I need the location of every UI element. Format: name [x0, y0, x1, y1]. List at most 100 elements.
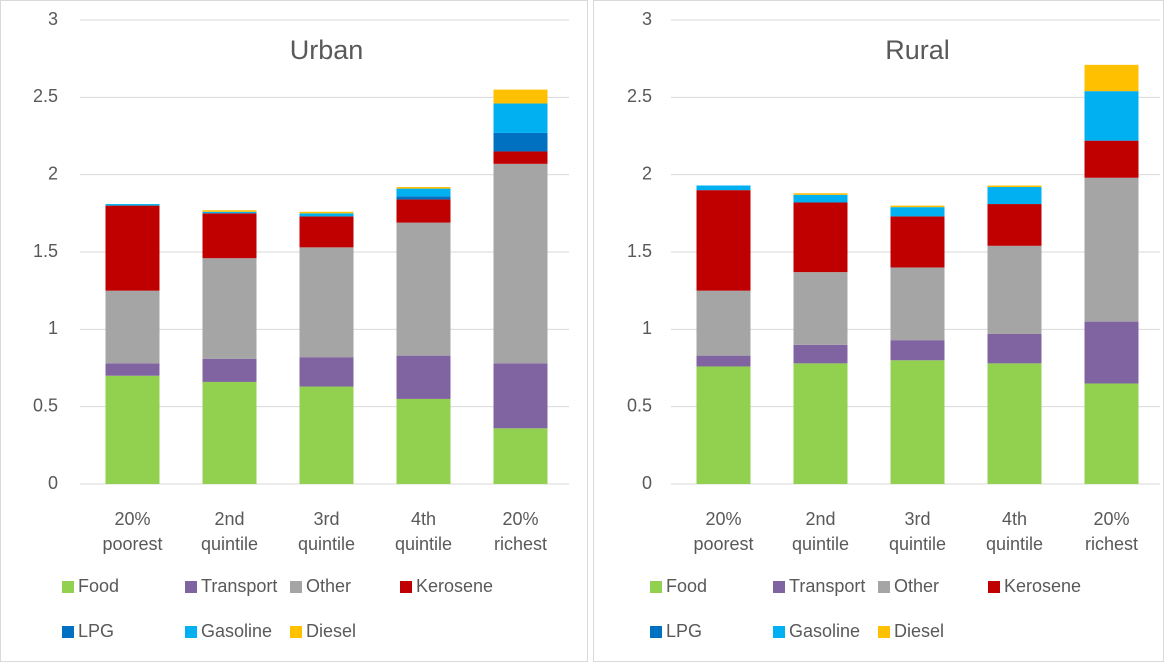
bar-segment — [202, 358, 257, 382]
x-tick-label: richest — [1085, 534, 1138, 554]
bar-segment — [696, 366, 751, 484]
bar-segment — [890, 360, 945, 484]
legend-label: LPG — [666, 621, 702, 641]
x-tick-label: 20% — [705, 509, 741, 529]
x-tick-label: quintile — [298, 534, 355, 554]
legend-swatch — [185, 626, 197, 638]
y-tick-label: 2 — [642, 163, 652, 183]
bar-segment — [1084, 64, 1139, 92]
bar-segment — [1084, 321, 1139, 384]
bar-segment — [202, 258, 257, 359]
x-tick-label: 20% — [114, 509, 150, 529]
y-tick-label: 2.5 — [33, 86, 58, 106]
x-tick-label: 3rd — [313, 509, 339, 529]
legend-label: Diesel — [894, 621, 944, 641]
legend-label: Food — [666, 576, 707, 596]
bar-segment — [396, 222, 451, 356]
legend-swatch — [650, 626, 662, 638]
bar-segment — [987, 204, 1042, 246]
x-tick-label: 4th — [411, 509, 436, 529]
bar-segment — [493, 363, 548, 429]
bar-segment — [493, 163, 548, 364]
bar-segment — [299, 213, 354, 217]
x-tick-label: poorest — [693, 534, 753, 554]
legend-swatch — [988, 581, 1000, 593]
bar-segment — [105, 363, 160, 376]
y-tick-label: 1 — [48, 318, 58, 338]
bar-segment — [202, 210, 257, 212]
y-tick-label: 3 — [642, 9, 652, 29]
legend-swatch — [878, 626, 890, 638]
bar-segment — [396, 355, 451, 399]
bar-segment — [1084, 383, 1139, 484]
x-tick-label: 20% — [502, 509, 538, 529]
x-tick-label: 3rd — [904, 509, 930, 529]
y-tick-label: 1 — [642, 318, 652, 338]
y-tick-label: 2.5 — [627, 86, 652, 106]
bar-segment — [987, 363, 1042, 484]
legend-swatch — [62, 581, 74, 593]
x-tick-label: poorest — [102, 534, 162, 554]
bar-segment — [793, 193, 848, 195]
legend-swatch — [878, 581, 890, 593]
x-tick-label: richest — [494, 534, 547, 554]
chart-title: Urban — [290, 35, 364, 65]
bar-segment — [987, 333, 1042, 364]
y-tick-label: 3 — [48, 9, 58, 29]
bar-segment — [396, 199, 451, 223]
x-tick-label: 2nd — [805, 509, 835, 529]
legend-label: Transport — [789, 576, 865, 596]
bar-segment — [696, 185, 751, 191]
bar-segment — [890, 340, 945, 361]
legend-label: LPG — [78, 621, 114, 641]
bar-segment — [299, 386, 354, 484]
legend-swatch — [773, 581, 785, 593]
y-tick-label: 0 — [642, 473, 652, 493]
bar-segment — [299, 211, 354, 214]
x-tick-label: 20% — [1093, 509, 1129, 529]
bar-segment — [793, 272, 848, 345]
bar-segment — [493, 428, 548, 484]
bar-segment — [696, 290, 751, 356]
bar-segment — [493, 132, 548, 152]
bar-segment — [987, 245, 1042, 334]
bar-segment — [987, 187, 1042, 205]
bar-segment — [202, 381, 257, 484]
legend-label: Gasoline — [789, 621, 860, 641]
legend-swatch — [290, 626, 302, 638]
bar-segment — [105, 375, 160, 484]
bar-segment — [493, 89, 548, 104]
bar-segment — [890, 267, 945, 341]
x-tick-label: quintile — [889, 534, 946, 554]
chart-title: Rural — [885, 35, 950, 65]
y-tick-label: 0.5 — [627, 395, 652, 415]
bar-segment — [202, 211, 257, 214]
bar-segment — [987, 185, 1042, 188]
bar-segment — [793, 202, 848, 273]
bar-segment — [396, 196, 451, 200]
x-tick-label: quintile — [395, 534, 452, 554]
legend-label: Diesel — [306, 621, 356, 641]
bar-segment — [202, 213, 257, 259]
legend-label: Food — [78, 576, 119, 596]
bar-segment — [696, 190, 751, 291]
bar-segment — [493, 103, 548, 133]
legend-label: Other — [306, 576, 351, 596]
x-tick-label: quintile — [201, 534, 258, 554]
legend-swatch — [62, 626, 74, 638]
x-tick-label: quintile — [792, 534, 849, 554]
bar-segment — [793, 363, 848, 484]
legend-swatch — [773, 626, 785, 638]
bar-segment — [1084, 177, 1139, 322]
legend-label: Kerosene — [416, 576, 493, 596]
y-tick-label: 2 — [48, 163, 58, 183]
bar-segment — [1084, 91, 1139, 141]
bar-segment — [793, 344, 848, 364]
bar-segment — [396, 187, 451, 189]
bar-segment — [493, 151, 548, 164]
y-tick-label: 0.5 — [33, 395, 58, 415]
bar-segment — [105, 290, 160, 364]
bar-segment — [696, 355, 751, 367]
y-tick-label: 0 — [48, 473, 58, 493]
